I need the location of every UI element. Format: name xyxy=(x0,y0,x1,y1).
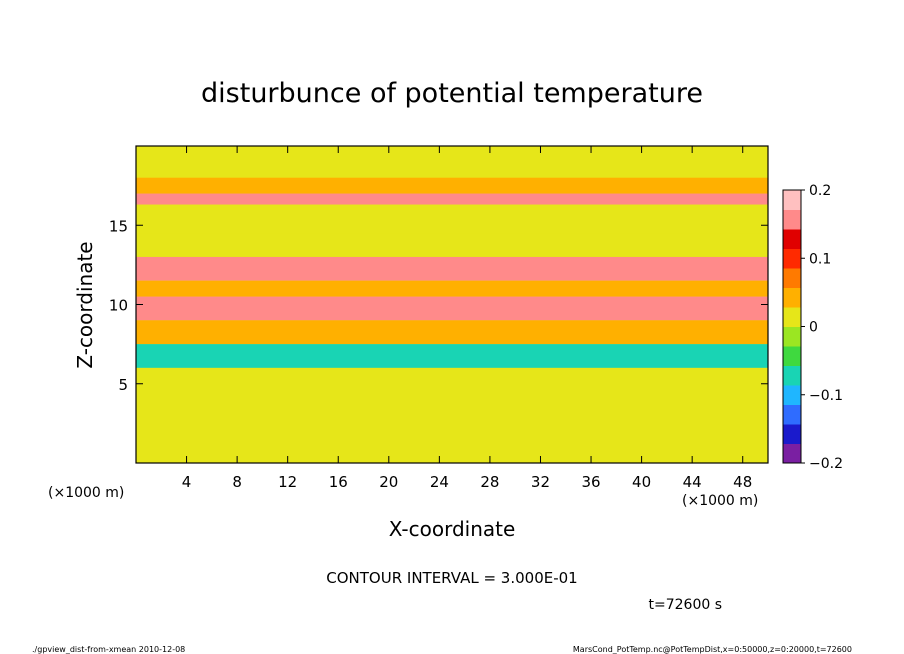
heat-band-6 xyxy=(136,280,768,297)
heat-band-9 xyxy=(136,344,768,368)
heat-band-8 xyxy=(136,320,768,345)
colorbar-tick-label: −0.2 xyxy=(809,456,843,472)
plot-area xyxy=(136,146,768,463)
x-tick-label: 44 xyxy=(683,473,702,491)
x-tick-label: 20 xyxy=(379,473,398,491)
x-tick-label: 36 xyxy=(581,473,600,491)
colorbar-swatch xyxy=(783,346,801,366)
colorbar xyxy=(782,189,802,464)
x-tick-label: 8 xyxy=(232,473,242,491)
colorbar-swatch xyxy=(783,385,801,405)
y-axis: 5 10 15 xyxy=(109,217,768,394)
heat-band-2 xyxy=(136,193,768,205)
colorbar-swatch xyxy=(783,248,801,269)
footer-left: ./gpview_dist-from-xmean 2010-12-08 xyxy=(32,645,185,654)
x-axis-label: X-coordinate xyxy=(389,517,516,541)
colorbar-tick-label: 0.1 xyxy=(809,251,831,267)
y-tick-label: 15 xyxy=(109,217,128,235)
colorbar-swatch xyxy=(783,443,801,464)
colorbar-tick-label: 0 xyxy=(809,320,818,336)
colorbar-swatch xyxy=(783,287,801,308)
chart-title: disturbunce of potential temperature xyxy=(201,78,703,109)
colorbar-swatch xyxy=(783,229,801,249)
colorbar-swatch xyxy=(783,404,801,425)
y-tick-label: 5 xyxy=(118,376,128,394)
heat-band-7 xyxy=(136,296,768,321)
contour-interval: CONTOUR INTERVAL = 3.000E-01 xyxy=(326,569,577,587)
time-stamp: t=72600 s xyxy=(649,597,723,613)
heat-band-3 xyxy=(136,204,768,234)
footer-right: MarsCond_PotTemp.nc@PotTempDist,x=0:5000… xyxy=(573,645,852,654)
colorbar-swatch xyxy=(783,268,801,288)
x-tick-label: 40 xyxy=(632,473,651,491)
heat-band-10 xyxy=(136,367,768,463)
x-tick-label: 24 xyxy=(430,473,449,491)
x-axis: 4 8 12 16 20 24 28 32 36 40 44 48 xyxy=(182,146,752,491)
heat-band-1 xyxy=(136,177,768,194)
colorbar-swatch xyxy=(783,424,801,444)
heat-band-5 xyxy=(136,256,768,281)
x-tick-label: 12 xyxy=(278,473,297,491)
x-unit-right: (×1000 m) xyxy=(682,493,758,509)
heat-band-4 xyxy=(136,233,768,257)
x-tick-label: 16 xyxy=(329,473,348,491)
x-tick-label: 48 xyxy=(733,473,752,491)
x-tick-label: 28 xyxy=(480,473,499,491)
x-tick-label: 32 xyxy=(531,473,550,491)
colorbar-swatch xyxy=(783,307,801,327)
colorbar-swatch xyxy=(783,209,801,230)
colorbar-swatch xyxy=(783,326,801,347)
x-tick-label: 4 xyxy=(182,473,192,491)
colorbar-swatch xyxy=(783,190,801,210)
y-tick-label: 10 xyxy=(109,297,128,315)
colorbar-tick-label: −0.1 xyxy=(809,388,843,404)
colorbar-tick-label: 0.2 xyxy=(809,183,831,199)
y-axis-label: Z-coordinate xyxy=(73,241,97,368)
colorbar-ticks: 0.2 0.1 0 −0.1 −0.2 xyxy=(801,183,843,472)
x-unit-left: (×1000 m) xyxy=(48,485,124,501)
colorbar-swatch xyxy=(783,365,801,386)
heat-band-0 xyxy=(136,146,768,178)
